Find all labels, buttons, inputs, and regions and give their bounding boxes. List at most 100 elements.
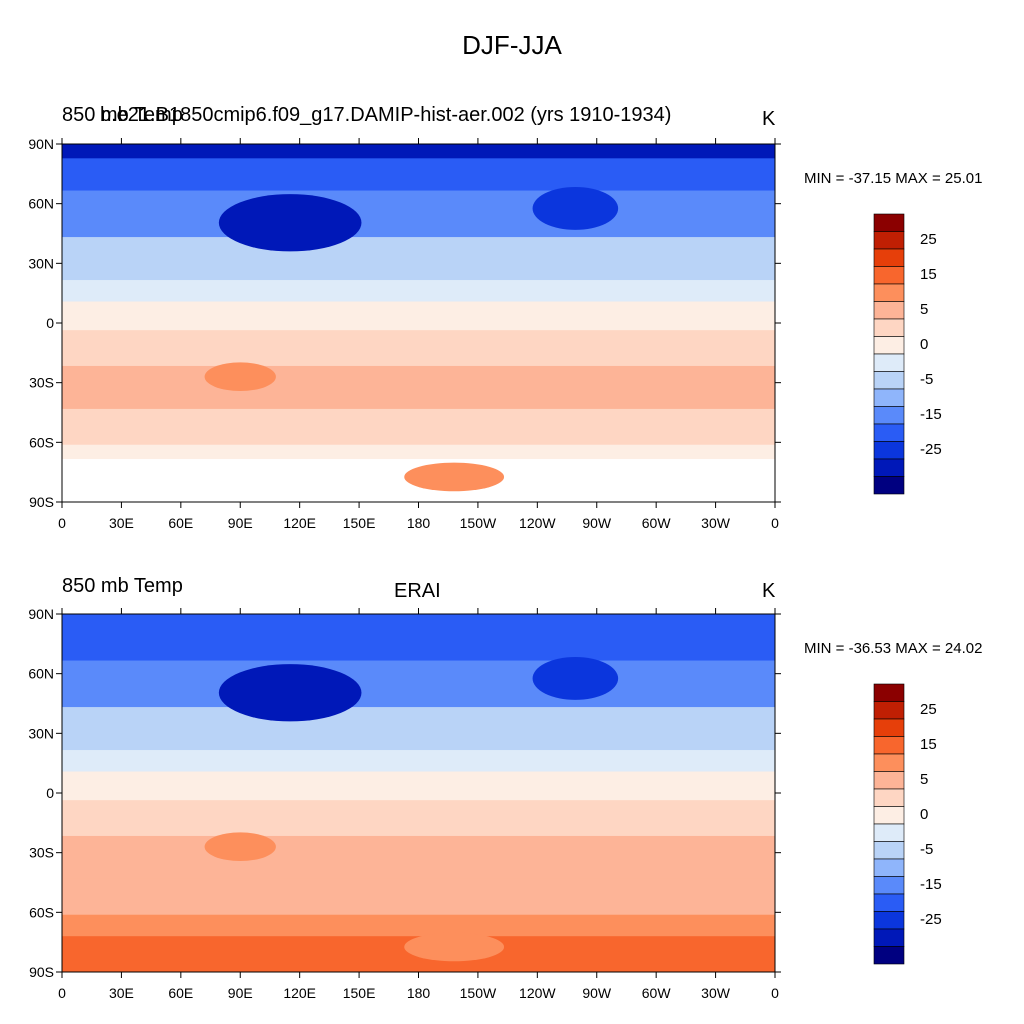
- temperature-anomaly-region: [204, 362, 276, 392]
- latitude-tick-label: 60N: [28, 196, 54, 212]
- longitude-tick-label: 60E: [168, 515, 193, 531]
- colorbar-swatch: [873, 771, 905, 790]
- colorbar-swatch: [873, 736, 905, 755]
- figure-title: DJF-JJA: [462, 30, 562, 60]
- colorbar-swatch: [873, 476, 905, 495]
- colorbar-swatch: [873, 876, 905, 895]
- temperature-band: [62, 408, 775, 446]
- colorbar-label: 25: [920, 231, 937, 248]
- panel1-colorbar: 25 15 5 0 -5 -15 -25: [873, 213, 942, 495]
- colorbar-label: 5: [920, 771, 928, 788]
- colorbar-swatch: [873, 388, 905, 407]
- colorbar-swatch: [873, 213, 905, 232]
- panel2-min-max: MIN = -36.53 MAX = 24.02: [804, 640, 983, 657]
- longitude-tick-label: 180: [407, 515, 431, 531]
- longitude-tick-label: 150W: [460, 515, 497, 531]
- panel1-plot-area: [61, 143, 776, 503]
- temperature-band: [62, 280, 775, 303]
- latitude-tick-label: 0: [46, 315, 54, 331]
- temperature-band: [62, 628, 775, 662]
- longitude-tick-label: 120E: [283, 515, 316, 531]
- latitude-tick-label: 60S: [29, 904, 54, 920]
- colorbar-swatch: [873, 841, 905, 860]
- longitude-tick-label: 30W: [701, 515, 731, 531]
- temperature-band: [62, 365, 775, 410]
- longitude-tick-label: 30W: [701, 985, 731, 1001]
- temperature-band: [62, 800, 775, 837]
- panel2-units-label: K: [762, 580, 776, 602]
- longitude-tick-label: 150W: [460, 985, 497, 1001]
- colorbar-label: -15: [920, 406, 942, 423]
- colorbar-swatch: [873, 371, 905, 390]
- colorbar-label: 0: [920, 806, 928, 823]
- colorbar-label: -5: [920, 371, 933, 388]
- colorbar-swatch: [873, 441, 905, 460]
- colorbar-swatch: [873, 701, 905, 720]
- colorbar-swatch: [873, 946, 905, 965]
- temperature-anomaly-region: [404, 932, 505, 962]
- temperature-band: [62, 771, 775, 801]
- longitude-tick-label: 150E: [343, 515, 376, 531]
- latitude-tick-label: 30S: [29, 375, 54, 391]
- colorbar-swatch: [873, 893, 905, 912]
- colorbar-swatch: [873, 423, 905, 442]
- temperature-band: [62, 190, 775, 238]
- panel1-case-label: b.e21.B1850cmip6.f09_g17.DAMIP-hist-aer.…: [100, 104, 672, 126]
- temperature-anomaly-region: [218, 194, 362, 252]
- temperature-band: [62, 878, 775, 916]
- temperature-anomaly-region: [218, 664, 362, 722]
- panel2-colorbar: 25 15 5 0 -5 -15 -25: [873, 683, 942, 965]
- colorbar-swatch: [873, 318, 905, 337]
- longitude-tick-label: 30E: [109, 985, 134, 1001]
- longitude-tick-label: 60W: [642, 515, 672, 531]
- colorbar-label: 25: [920, 701, 937, 718]
- colorbar-swatch: [873, 683, 905, 702]
- panel2-source-label: ERAI: [394, 580, 441, 602]
- panel1-units-label: K: [762, 108, 776, 130]
- latitude-tick-label: 90S: [29, 964, 54, 980]
- colorbar-swatch: [873, 718, 905, 737]
- temperature-anomaly-region: [204, 832, 276, 862]
- longitude-tick-label: 60W: [642, 985, 672, 1001]
- colorbar-swatch: [873, 266, 905, 285]
- panel1-variable-label: 850 mb Temp: [62, 104, 183, 126]
- longitude-tick-label: 150E: [343, 985, 376, 1001]
- longitude-tick-label: 0: [58, 515, 66, 531]
- latitude-tick-label: 60N: [28, 666, 54, 682]
- latitude-tick-label: 90S: [29, 494, 54, 510]
- colorbar-label: 15: [920, 266, 937, 283]
- colorbar-label: 5: [920, 301, 928, 318]
- panel2-variable-label: 850 mb Temp: [62, 575, 183, 597]
- temperature-band: [62, 614, 775, 629]
- temperature-band: [62, 158, 775, 192]
- longitude-tick-label: 0: [771, 985, 779, 1001]
- longitude-tick-label: 30E: [109, 515, 134, 531]
- panel2-plot-area: [61, 613, 776, 973]
- longitude-tick-label: 90E: [228, 985, 253, 1001]
- temperature-band: [62, 660, 775, 708]
- colorbar-label: 0: [920, 336, 928, 353]
- colorbar-swatch: [873, 928, 905, 947]
- colorbar-label: -15: [920, 876, 942, 893]
- colorbar-swatch: [873, 911, 905, 930]
- colorbar-swatch: [873, 788, 905, 807]
- longitude-tick-label: 120W: [519, 515, 556, 531]
- colorbar-label: -25: [920, 441, 942, 458]
- temperature-band: [62, 835, 775, 880]
- colorbar-swatch: [873, 248, 905, 267]
- colorbar-swatch: [873, 406, 905, 425]
- longitude-tick-label: 120E: [283, 985, 316, 1001]
- longitude-tick-label: 0: [771, 515, 779, 531]
- latitude-tick-label: 30S: [29, 845, 54, 861]
- temperature-band: [62, 237, 775, 281]
- longitude-tick-label: 60E: [168, 985, 193, 1001]
- latitude-tick-label: 30N: [28, 725, 54, 741]
- colorbar-swatch: [873, 353, 905, 372]
- longitude-tick-label: 90E: [228, 515, 253, 531]
- colorbar-swatch: [873, 458, 905, 477]
- temperature-band: [62, 330, 775, 367]
- latitude-tick-label: 90N: [28, 136, 54, 152]
